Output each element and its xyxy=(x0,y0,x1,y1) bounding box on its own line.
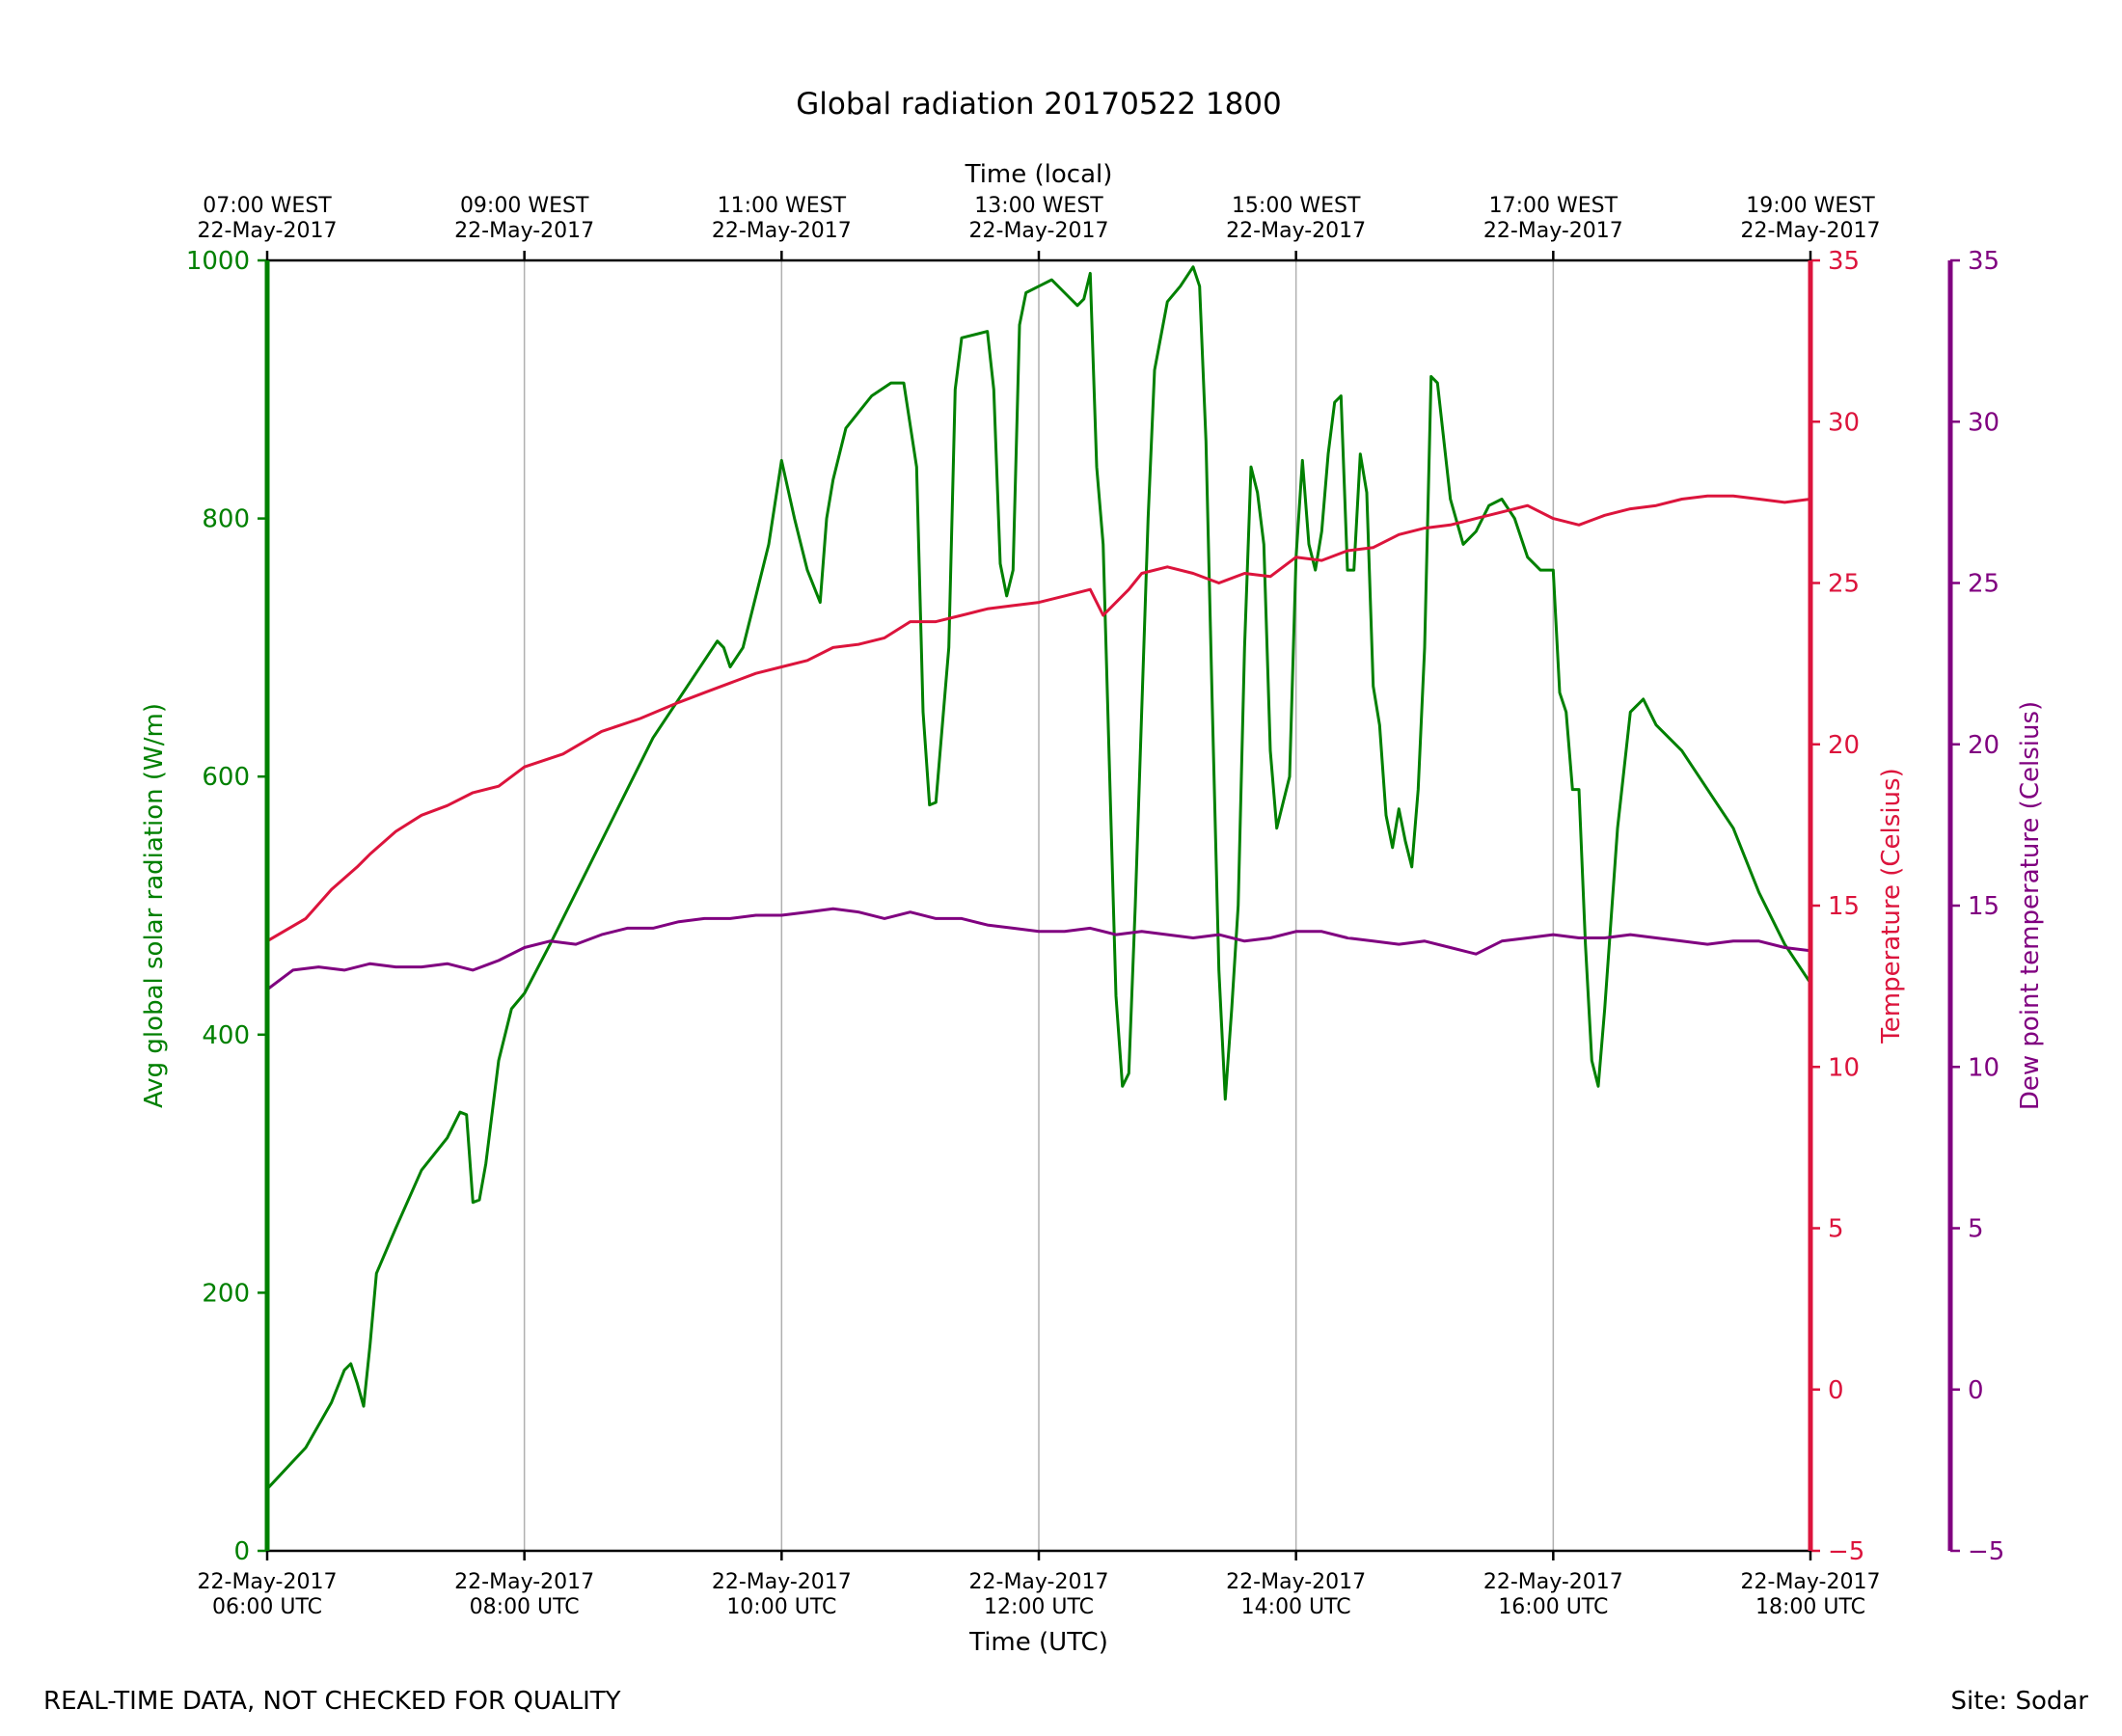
y-right1-tick-label-7: 30 xyxy=(1828,408,1860,437)
y-right2-tick-label-7: 30 xyxy=(1968,408,2000,437)
bottom-axis-tick-label-4: 22-May-2017 xyxy=(1226,1570,1366,1594)
top-axis-tick-sublabel-6: 22-May-2017 xyxy=(1741,219,1881,243)
top-axis-tick-sublabel-0: 22-May-2017 xyxy=(198,219,338,243)
series-line-dew-point-temperature xyxy=(267,907,1810,991)
series-layer xyxy=(267,265,1810,1490)
y-right2-tick-label-3: 10 xyxy=(1968,1053,2000,1082)
bottom-axis-tick-label-6: 22-May-2017 xyxy=(1741,1570,1881,1594)
bottom-axis-tick-label-0: 22-May-2017 xyxy=(198,1570,338,1594)
y-left-tick-label-5: 1000 xyxy=(186,247,250,276)
bottom-axis-tick-sublabel-3: 12:00 UTC xyxy=(984,1595,1094,1619)
y-right2-label: Dew point temperature (Celsius) xyxy=(2016,701,2045,1110)
bottom-axis-tick-label-2: 22-May-2017 xyxy=(712,1570,852,1594)
top-axis-tick-sublabel-2: 22-May-2017 xyxy=(712,219,852,243)
y-right1-tick-label-3: 10 xyxy=(1828,1053,1860,1082)
y-right2-tick-label-8: 35 xyxy=(1968,247,2000,276)
y-right2-tick-label-4: 15 xyxy=(1968,892,2000,921)
top-axis-tick-label-5: 17:00 WEST xyxy=(1489,194,1619,218)
y-right2-tick-label-2: 5 xyxy=(1968,1215,1984,1244)
y-right1-tick-label-5: 20 xyxy=(1828,731,1860,760)
top-axis-tick-sublabel-3: 22-May-2017 xyxy=(969,219,1109,243)
top-axis-label: Time (local) xyxy=(965,160,1113,189)
y-right2-tick-label-5: 20 xyxy=(1968,731,2000,760)
top-axis-tick-label-4: 15:00 WEST xyxy=(1232,194,1361,218)
top-axis-tick-label-2: 11:00 WEST xyxy=(718,194,847,218)
quality-disclaimer: REAL-TIME DATA, NOT CHECKED FOR QUALITY xyxy=(43,1687,621,1716)
y-right1-tick-label-6: 25 xyxy=(1828,570,1860,599)
bottom-axis-tick-label-1: 22-May-2017 xyxy=(454,1570,594,1594)
y-left-label: Avg global solar radiation (W/m) xyxy=(140,703,169,1108)
y-right1-tick-label-0: −5 xyxy=(1828,1537,1864,1566)
y-left-tick-label-1: 200 xyxy=(202,1279,250,1308)
top-axis-tick-label-0: 07:00 WEST xyxy=(203,194,332,218)
bottom-axis-tick-sublabel-6: 18:00 UTC xyxy=(1755,1595,1865,1619)
y-left-tick-label-0: 0 xyxy=(233,1537,250,1566)
y-right1-label: Temperature (Celsius) xyxy=(1877,768,1906,1044)
top-axis-tick-sublabel-1: 22-May-2017 xyxy=(454,219,594,243)
y-left-tick-label-2: 400 xyxy=(202,1021,250,1050)
y-right2-tick-label-0: −5 xyxy=(1968,1537,2004,1566)
y-right1-tick-label-8: 35 xyxy=(1828,247,1860,276)
bottom-axis-tick-sublabel-0: 06:00 UTC xyxy=(212,1595,322,1619)
bottom-axis-tick-sublabel-5: 16:00 UTC xyxy=(1498,1595,1608,1619)
y-left-tick-label-3: 600 xyxy=(202,763,250,792)
bottom-axis-tick-label-5: 22-May-2017 xyxy=(1483,1570,1623,1594)
x-axis-label: Time (UTC) xyxy=(968,1628,1108,1657)
grid-lines xyxy=(523,260,1555,1551)
top-axis-tick-sublabel-4: 22-May-2017 xyxy=(1226,219,1366,243)
top-axis-tick-label-3: 13:00 WEST xyxy=(974,194,1103,218)
y-right1-tick-label-1: 0 xyxy=(1828,1376,1844,1405)
y-left-tick-label-4: 800 xyxy=(202,505,250,534)
series-line-avg-global-solar-radiation xyxy=(267,265,1810,1490)
bottom-axis-tick-sublabel-4: 14:00 UTC xyxy=(1241,1595,1351,1619)
y-right2-tick-label-6: 25 xyxy=(1968,570,2000,599)
temperature-axis-ticks: −5 0 5 10 15 20 25 30 35 xyxy=(1810,247,1864,1566)
series-line-temperature xyxy=(267,494,1810,943)
site-label: Site: Sodar xyxy=(1951,1687,2089,1716)
bottom-axis-tick-label-3: 22-May-2017 xyxy=(969,1570,1109,1594)
top-axis-tick-label-1: 09:00 WEST xyxy=(460,194,589,218)
bottom-axis-tick-sublabel-1: 08:00 UTC xyxy=(470,1595,580,1619)
y-right1-tick-label-4: 15 xyxy=(1828,892,1860,921)
chart-title: Global radiation 20170522 1800 xyxy=(796,87,1282,122)
left-axis-ticks: 0 200 400 600 800 1000 xyxy=(186,247,267,1566)
bottom-axis-tick-sublabel-2: 10:00 UTC xyxy=(726,1595,836,1619)
dewpoint-axis-ticks: −5 0 5 10 15 20 25 30 35 xyxy=(1950,247,2004,1566)
top-axis-tick-label-6: 19:00 WEST xyxy=(1746,194,1875,218)
y-right2-tick-label-1: 0 xyxy=(1968,1376,1984,1405)
y-right1-tick-label-2: 5 xyxy=(1828,1215,1844,1244)
top-axis-tick-sublabel-5: 22-May-2017 xyxy=(1483,219,1623,243)
